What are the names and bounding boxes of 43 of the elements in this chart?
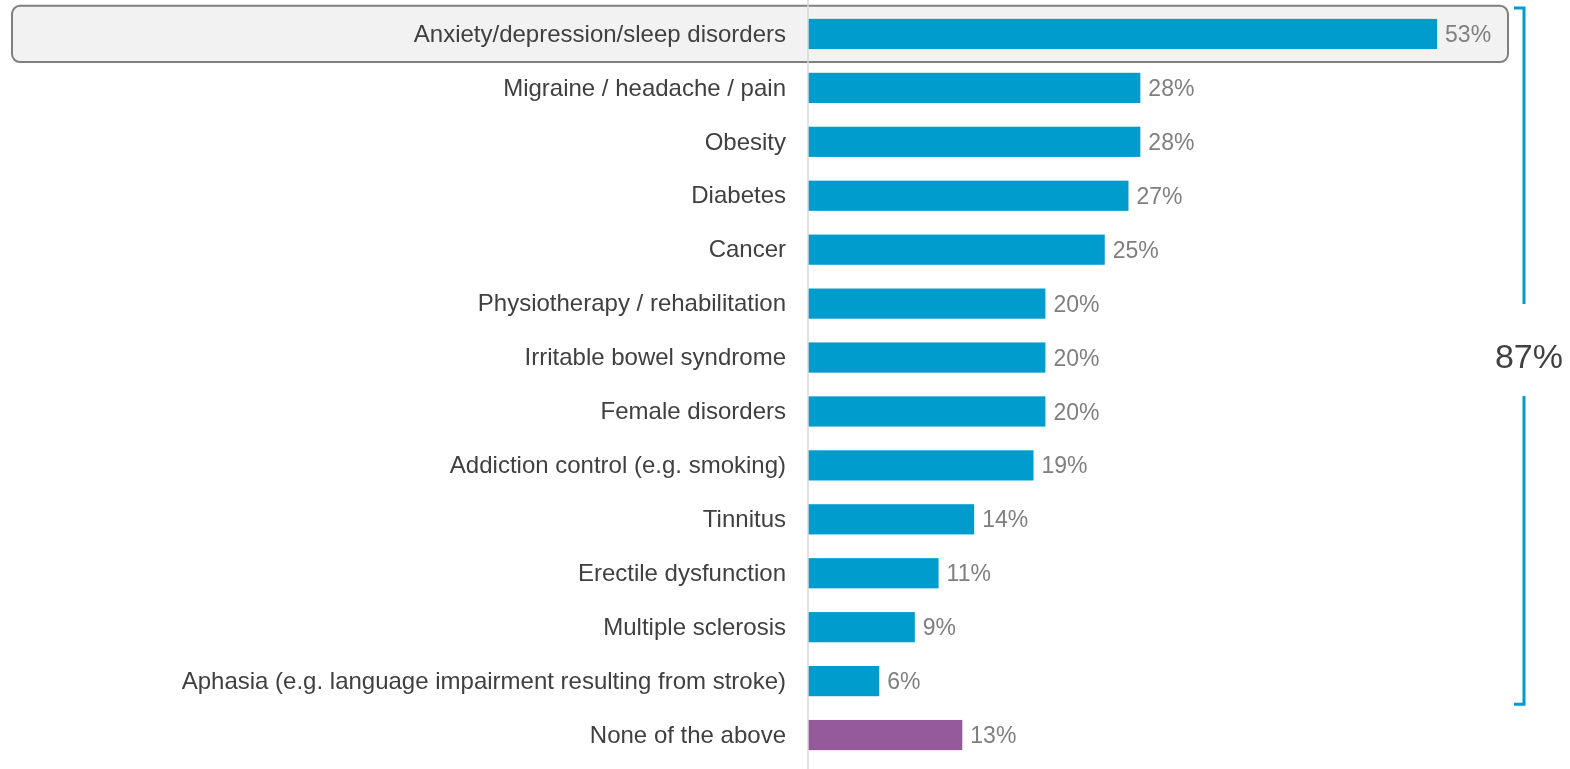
bar xyxy=(808,342,1046,373)
y-tick-label: Female disorders xyxy=(600,397,786,425)
data-label: 25% xyxy=(1112,236,1159,263)
bar xyxy=(808,180,1129,211)
data-label: 14% xyxy=(982,506,1029,533)
text: 87% xyxy=(1494,337,1563,375)
data-label: 20% xyxy=(1053,290,1100,317)
bar xyxy=(808,450,1034,481)
bar xyxy=(808,72,1141,103)
data-label: 19% xyxy=(1041,452,1088,479)
y-tick-label: Erectile dysfunction xyxy=(577,558,786,586)
data-label: 27% xyxy=(1136,182,1183,209)
bar xyxy=(808,396,1046,427)
y-tick-label: Aphasia (e.g. language impairment resulting from stroke) xyxy=(181,666,786,694)
y-tick-label: Multiple sclerosis xyxy=(603,612,786,640)
bar xyxy=(808,126,1141,157)
bar xyxy=(808,558,939,589)
bar xyxy=(808,288,1046,319)
bar xyxy=(808,234,1105,265)
bar xyxy=(808,504,975,535)
data-label: 20% xyxy=(1053,344,1100,371)
data-label: 9% xyxy=(922,614,957,641)
bar xyxy=(808,612,915,643)
data-label: 28% xyxy=(1148,128,1195,155)
y-tick-label: Obesity xyxy=(704,127,786,155)
y-tick-label: Physiotherapy / rehabilitation xyxy=(477,289,786,317)
data-label: 28% xyxy=(1148,74,1195,101)
y-tick-label: Cancer xyxy=(708,235,786,263)
y-tick-label: Diabetes xyxy=(691,181,786,209)
data-label: 53% xyxy=(1445,21,1492,48)
data-label: 13% xyxy=(970,722,1017,749)
y-tick-label: Migraine / headache / pain xyxy=(503,73,786,101)
data-label: 6% xyxy=(887,668,921,695)
y-tick-label: Irritable bowel syndrome xyxy=(524,343,786,371)
bar xyxy=(808,666,880,697)
bar xyxy=(808,719,963,751)
bar xyxy=(808,18,1438,50)
y-tick-label: Tinnitus xyxy=(702,505,786,532)
y-tick-label: None of the above xyxy=(589,720,786,748)
data-label: 11% xyxy=(946,560,991,587)
y-tick-label: Addiction control (e.g. smoking) xyxy=(449,451,786,479)
y-tick-label: Anxiety/depression/sleep disorders xyxy=(413,19,786,47)
data-label: 20% xyxy=(1053,398,1100,425)
